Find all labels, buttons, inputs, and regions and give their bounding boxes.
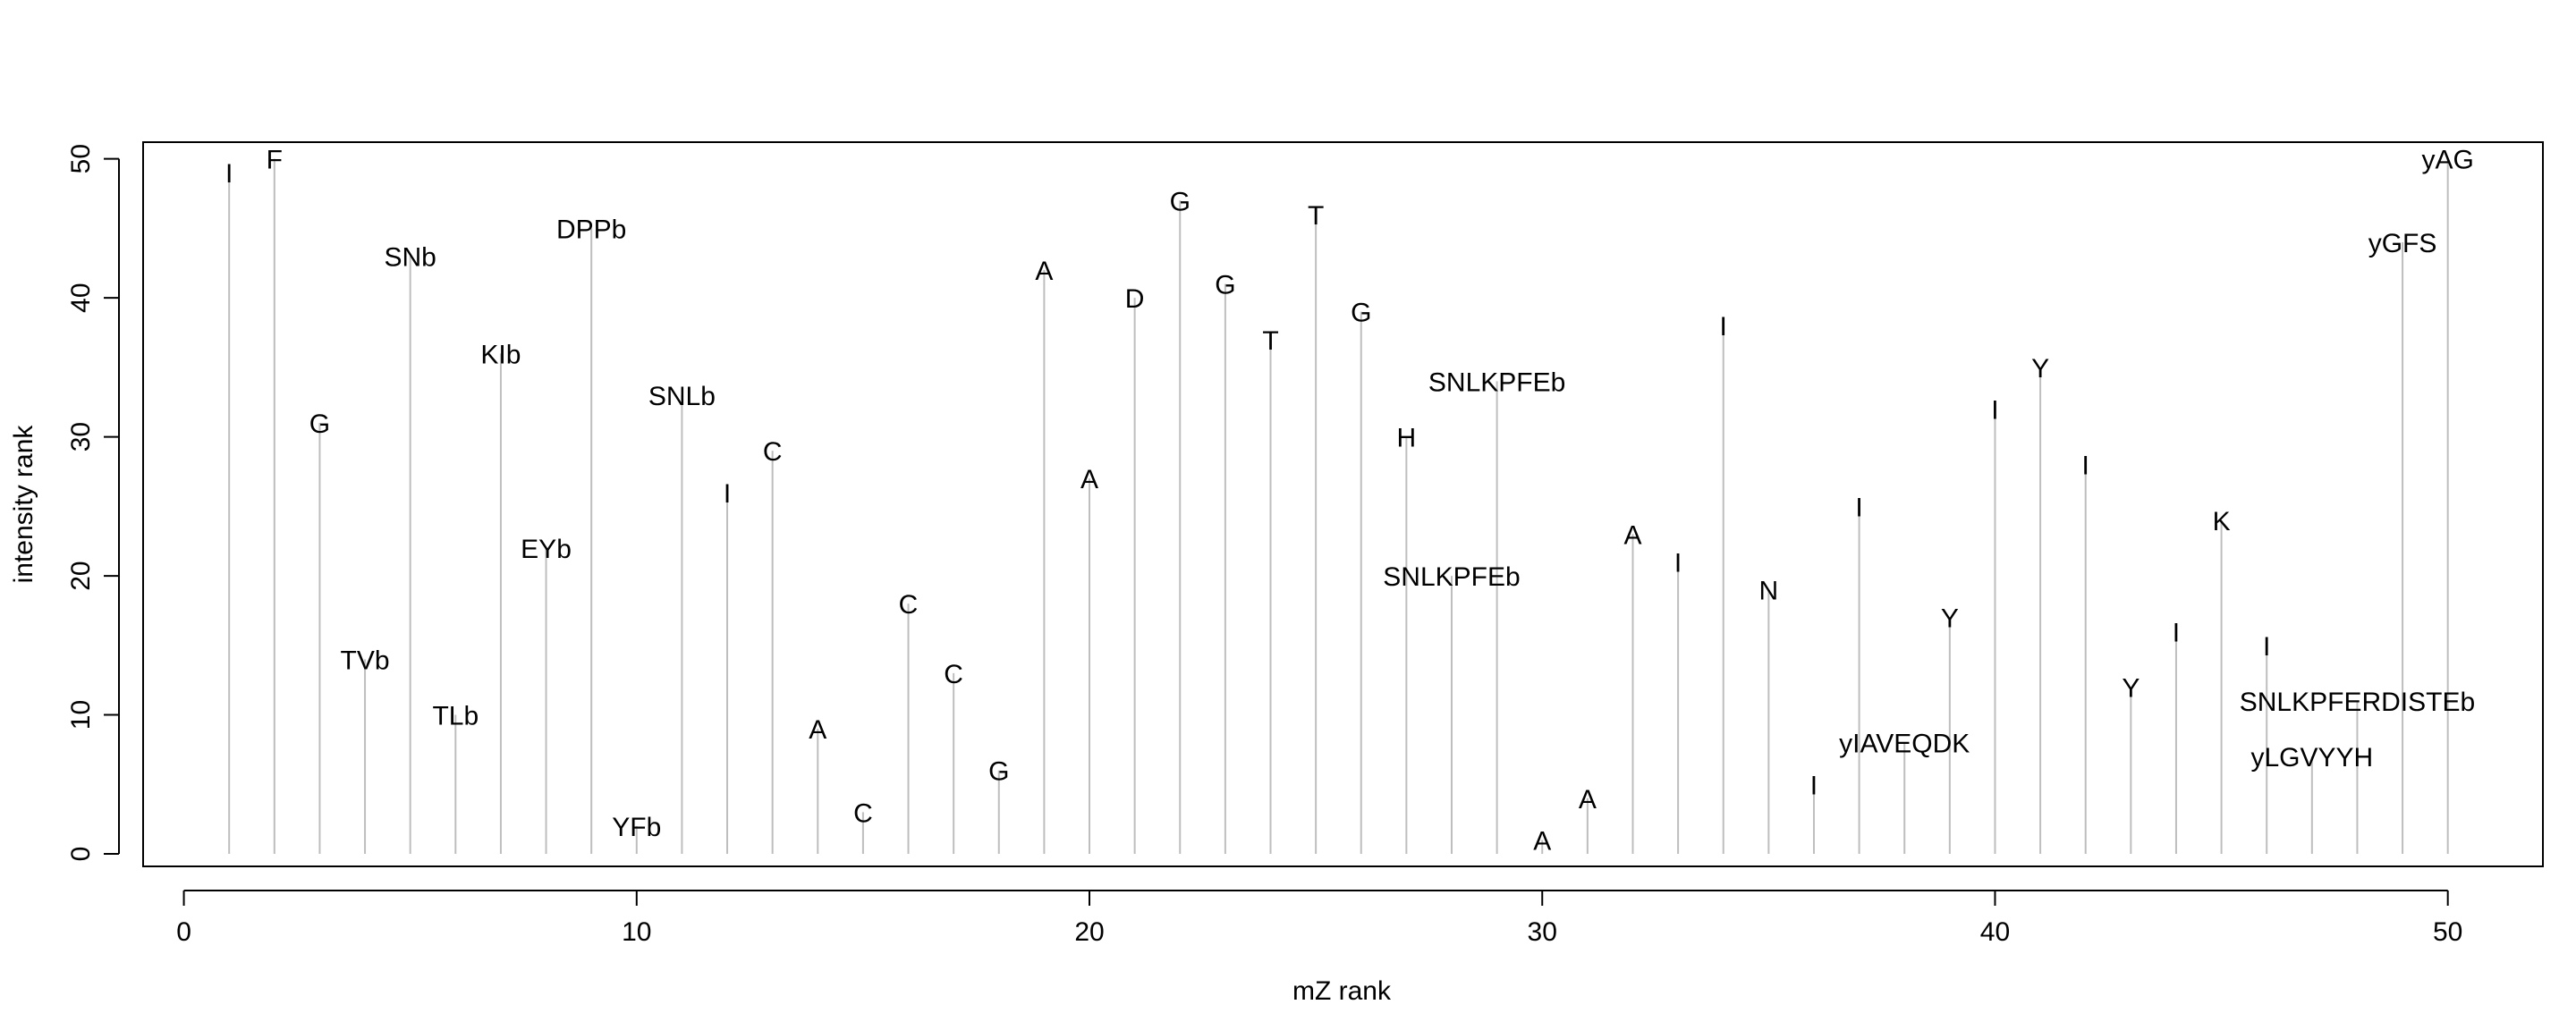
peak-label-15: C xyxy=(853,798,873,828)
peak-label-36: I xyxy=(1810,771,1818,800)
peak-label-11: SNLb xyxy=(648,382,716,411)
peak-label-25: T xyxy=(1308,201,1324,231)
peak-label-7: KIb xyxy=(480,340,521,369)
peak-label-40: I xyxy=(1991,396,1998,426)
plot-frame xyxy=(142,141,2544,867)
peak-label-21: D xyxy=(1125,284,1145,314)
y-axis-title: intensity rank xyxy=(9,425,38,584)
peak-label-48: SNLKPFERDISTEb xyxy=(2240,688,2475,717)
peak-label-33: I xyxy=(1674,549,1682,578)
peak-label-6: TLb xyxy=(432,702,479,731)
peak-label-26: G xyxy=(1351,299,1371,328)
y-tick-label-20: 20 xyxy=(66,561,96,590)
peak-label-41: Y xyxy=(2031,354,2049,384)
peak-label-12: I xyxy=(724,479,731,509)
peak-label-2: F xyxy=(267,146,283,175)
peak-label-50: yAG xyxy=(2422,146,2474,175)
peak-label-13: C xyxy=(763,437,783,467)
peak-label-29: SNLKPFEb xyxy=(1428,367,1565,397)
peaks xyxy=(228,158,2449,855)
peak-label-23: G xyxy=(1215,271,1235,300)
x-tick-label-0: 0 xyxy=(176,917,191,947)
peak-label-47: yLGVYYH xyxy=(2250,743,2373,772)
peak-label-20: A xyxy=(1080,465,1098,494)
peak-label-34: I xyxy=(1720,312,1727,342)
peak-label-32: A xyxy=(1623,520,1641,550)
peak-label-8: EYb xyxy=(521,535,572,564)
peak-label-17: C xyxy=(944,660,963,689)
y-tick-label-0: 0 xyxy=(66,847,96,862)
y-tick-label-30: 30 xyxy=(66,422,96,452)
peak-label-28: SNLKPFEb xyxy=(1383,562,1520,592)
peak-label-37: I xyxy=(1855,493,1862,522)
y-tick-label-50: 50 xyxy=(66,144,96,173)
y-axis: 0 10 20 30 40 50 xyxy=(66,144,120,862)
peak-label-1: I xyxy=(225,159,233,189)
x-axis: 0 10 20 30 40 50 xyxy=(176,890,2462,947)
x-tick-label-40: 40 xyxy=(1980,917,2010,947)
y-tick-label-40: 40 xyxy=(66,283,96,312)
peak-label-3: G xyxy=(309,409,330,439)
peak-label-49: yGFS xyxy=(2368,229,2437,258)
peak-label-16: C xyxy=(899,590,919,620)
peak-label-35: N xyxy=(1759,577,1779,606)
peak-label-39: Y xyxy=(1941,604,1959,634)
peak-label-46: I xyxy=(2263,632,2270,662)
x-tick-label-10: 10 xyxy=(622,917,651,947)
peak-label-24: T xyxy=(1262,326,1278,356)
y-tick-label-10: 10 xyxy=(66,700,96,730)
x-axis-title: mZ rank xyxy=(1292,976,1392,1006)
peak-label-22: G xyxy=(1170,187,1191,216)
peak-label-4: TVb xyxy=(341,646,390,675)
x-tick-label-30: 30 xyxy=(1528,917,1557,947)
peak-label-43: Y xyxy=(2122,673,2140,703)
peak-label-10: YFb xyxy=(612,813,661,842)
peak-label-31: A xyxy=(1579,785,1597,815)
peak-label-18: G xyxy=(988,757,1009,787)
peak-label-27: H xyxy=(1397,424,1417,453)
peak-label-42: I xyxy=(2082,452,2089,481)
x-tick-label-20: 20 xyxy=(1074,917,1104,947)
peak-label-9: DPPb xyxy=(556,215,626,244)
peak-label-45: K xyxy=(2213,507,2231,536)
peak-label-14: A xyxy=(809,715,826,745)
peak-label-19: A xyxy=(1035,257,1053,286)
peak-label-38: yIAVEQDK xyxy=(1839,730,1970,759)
peak-label-5: SNb xyxy=(384,242,436,272)
peak-label-30: A xyxy=(1533,826,1551,856)
peak-label-44: I xyxy=(2173,618,2180,647)
peak-labels: I FGTVbSNbTLbKIbEYbDPPbYFbSNLbICACCCGAADG… xyxy=(225,146,2475,857)
x-tick-label-50: 50 xyxy=(2433,917,2462,947)
